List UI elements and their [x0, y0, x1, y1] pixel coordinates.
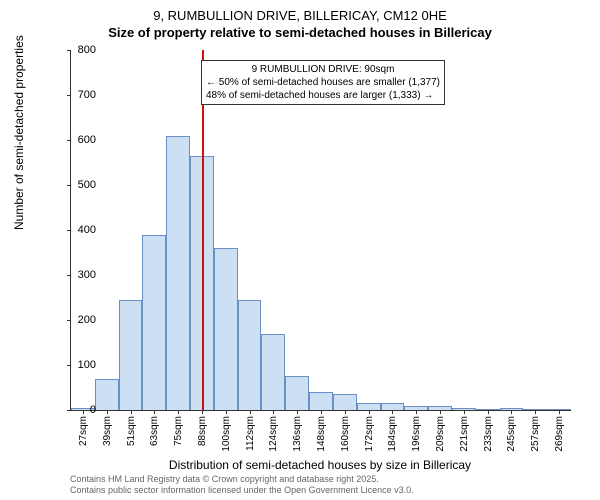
histogram-bar	[333, 394, 357, 410]
y-tick-label: 0	[90, 404, 96, 416]
histogram-bar	[119, 300, 143, 410]
y-axis-label: Number of semi-detached properties	[12, 35, 26, 230]
x-tick-label: 27sqm	[78, 416, 89, 446]
x-tick-mark	[559, 410, 560, 414]
x-tick-mark	[345, 410, 346, 414]
x-tick-label: 245sqm	[506, 416, 517, 452]
y-tick-label: 700	[78, 89, 96, 101]
x-tick-label: 209sqm	[435, 416, 446, 452]
x-tick-label: 75sqm	[173, 416, 184, 446]
y-tick-mark	[67, 230, 71, 231]
x-tick-label: 221sqm	[459, 416, 470, 452]
y-tick-label: 200	[78, 314, 96, 326]
x-tick-label: 148sqm	[316, 416, 327, 452]
annotation-box: 9 RUMBULLION DRIVE: 90sqm← 50% of semi-d…	[201, 60, 445, 105]
histogram-bar	[95, 379, 119, 411]
histogram-bar	[214, 248, 238, 410]
y-tick-label: 100	[78, 359, 96, 371]
y-tick-mark	[67, 275, 71, 276]
y-tick-mark	[67, 320, 71, 321]
x-tick-mark	[369, 410, 370, 414]
histogram-bar	[261, 334, 285, 411]
y-tick-mark	[67, 95, 71, 96]
x-tick-label: 100sqm	[221, 416, 232, 452]
histogram-bar	[166, 136, 190, 411]
x-tick-mark	[273, 410, 274, 414]
x-tick-label: 39sqm	[102, 416, 113, 446]
x-tick-mark	[250, 410, 251, 414]
x-tick-mark	[154, 410, 155, 414]
y-tick-label: 400	[78, 224, 96, 236]
annotation-line: ← 50% of semi-detached houses are smalle…	[206, 76, 440, 89]
y-tick-label: 300	[78, 269, 96, 281]
x-tick-mark	[297, 410, 298, 414]
y-tick-mark	[67, 185, 71, 186]
x-tick-label: 51sqm	[126, 416, 137, 446]
x-tick-label: 88sqm	[197, 416, 208, 446]
x-tick-mark	[511, 410, 512, 414]
annotation-line: 48% of semi-detached houses are larger (…	[206, 89, 440, 102]
x-tick-label: 136sqm	[292, 416, 303, 452]
y-tick-label: 800	[78, 44, 96, 56]
chart-area: 9 RUMBULLION DRIVE: 90sqm← 50% of semi-d…	[70, 50, 570, 410]
x-tick-label: 124sqm	[268, 416, 279, 452]
chart-container: 9, RUMBULLION DRIVE, BILLERICAY, CM12 0H…	[0, 0, 600, 500]
x-tick-label: 172sqm	[364, 416, 375, 452]
histogram-bar	[142, 235, 166, 411]
x-tick-mark	[107, 410, 108, 414]
histogram-bar	[357, 403, 381, 410]
x-tick-mark	[83, 410, 84, 414]
x-tick-mark	[488, 410, 489, 414]
x-tick-mark	[226, 410, 227, 414]
x-tick-label: 63sqm	[149, 416, 160, 446]
histogram-bar	[238, 300, 262, 410]
x-tick-mark	[464, 410, 465, 414]
x-tick-mark	[535, 410, 536, 414]
x-tick-mark	[440, 410, 441, 414]
x-tick-mark	[178, 410, 179, 414]
y-tick-mark	[67, 50, 71, 51]
x-tick-label: 257sqm	[530, 416, 541, 452]
footer-line2: Contains public sector information licen…	[70, 485, 414, 496]
x-tick-label: 196sqm	[411, 416, 422, 452]
x-tick-mark	[131, 410, 132, 414]
annotation-line: 9 RUMBULLION DRIVE: 90sqm	[206, 63, 440, 76]
x-tick-label: 269sqm	[554, 416, 565, 452]
y-tick-mark	[67, 140, 71, 141]
y-tick-label: 600	[78, 134, 96, 146]
footer-attribution: Contains HM Land Registry data © Crown c…	[70, 474, 414, 496]
x-tick-mark	[202, 410, 203, 414]
title-line2: Size of property relative to semi-detach…	[0, 23, 600, 40]
y-tick-mark	[67, 365, 71, 366]
x-tick-label: 184sqm	[387, 416, 398, 452]
histogram-bar	[381, 403, 405, 410]
x-tick-label: 160sqm	[340, 416, 351, 452]
x-tick-label: 112sqm	[245, 416, 256, 451]
plot-region: 9 RUMBULLION DRIVE: 90sqm← 50% of semi-d…	[70, 50, 571, 411]
x-axis-label: Distribution of semi-detached houses by …	[70, 458, 570, 472]
x-tick-mark	[321, 410, 322, 414]
histogram-bar	[309, 392, 333, 410]
y-tick-mark	[67, 410, 71, 411]
x-tick-label: 233sqm	[483, 416, 494, 452]
histogram-bar	[285, 376, 309, 410]
title-line1: 9, RUMBULLION DRIVE, BILLERICAY, CM12 0H…	[0, 0, 600, 23]
x-tick-mark	[416, 410, 417, 414]
x-tick-mark	[392, 410, 393, 414]
y-tick-label: 500	[78, 179, 96, 191]
footer-line1: Contains HM Land Registry data © Crown c…	[70, 474, 414, 485]
